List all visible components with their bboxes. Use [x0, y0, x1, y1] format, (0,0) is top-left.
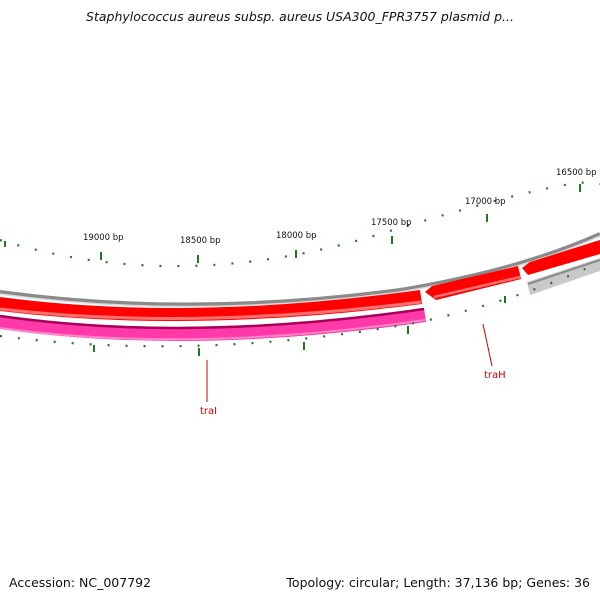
traH-leader-line	[482, 323, 493, 367]
traI-label: traI	[200, 406, 217, 417]
inner-tick-ring	[0, 261, 600, 348]
plus-strand-gene-arrow-right	[522, 240, 600, 275]
ruler-label-19000: 19000 bp	[83, 233, 124, 243]
topology-summary-text: Topology: circular; Length: 37,136 bp; G…	[286, 575, 590, 590]
ruler-label-17500: 17500 bp	[371, 218, 412, 228]
backbone-ring	[0, 232, 600, 307]
ruler-label-18500: 18500 bp	[180, 236, 221, 246]
inner-major-ticks	[93, 296, 506, 356]
ruler-label-17000: 17000 bp	[465, 197, 506, 207]
ruler-label-18000: 18000 bp	[276, 231, 317, 241]
outer-major-ticks	[4, 184, 581, 263]
accession-text: Accession: NC_007792	[9, 575, 152, 590]
traH-gene-arrow	[425, 266, 521, 300]
map-title: Staphylococcus aureus subsp. aureus USA3…	[86, 9, 514, 24]
other-feature-arrow	[527, 258, 600, 295]
ruler-label-16500: 16500 bp	[556, 168, 597, 178]
outer-tick-ring	[0, 181, 600, 268]
traH-label: traH	[484, 370, 506, 381]
